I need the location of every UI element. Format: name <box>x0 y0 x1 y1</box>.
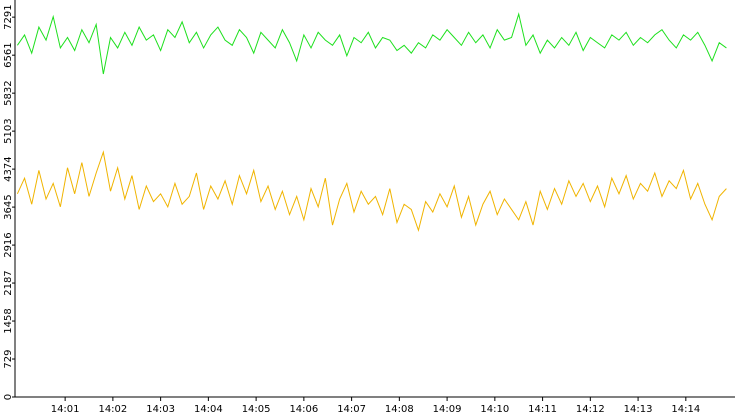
y-tick-label: 4374 <box>3 156 14 181</box>
y-tick-label: 6561 <box>3 42 14 67</box>
x-tick-label: 14:12 <box>576 404 605 415</box>
y-tick-label: 3645 <box>3 194 14 219</box>
x-tick-label: 14:04 <box>194 404 223 415</box>
y-tick-label: 7291 <box>3 4 14 29</box>
x-tick-label: 14:01 <box>51 404 80 415</box>
y-tick-label: 729 <box>3 349 14 368</box>
y-tick-label: 0 <box>3 394 14 400</box>
x-tick-label: 14:13 <box>624 404 653 415</box>
x-tick-label: 14:10 <box>480 404 509 415</box>
x-tick-label: 14:14 <box>671 404 700 415</box>
x-tick-label: 14:03 <box>146 404 175 415</box>
series-line <box>16 12 727 75</box>
y-tick-label: 2187 <box>3 270 14 295</box>
x-tick-label: 14:08 <box>385 404 414 415</box>
y-tick-label: 5832 <box>3 80 14 105</box>
y-tick-label: 5103 <box>3 118 14 143</box>
x-tick-label: 14:11 <box>528 404 557 415</box>
x-tick-label: 14:07 <box>337 404 366 415</box>
y-tick-label: 1458 <box>3 308 14 333</box>
y-tick-label: 2916 <box>3 232 14 257</box>
series-line <box>16 150 727 233</box>
x-tick-label: 14:05 <box>242 404 271 415</box>
x-tick-label: 14:06 <box>289 404 318 415</box>
x-tick-label: 14:02 <box>98 404 127 415</box>
x-tick-label: 14:09 <box>433 404 462 415</box>
